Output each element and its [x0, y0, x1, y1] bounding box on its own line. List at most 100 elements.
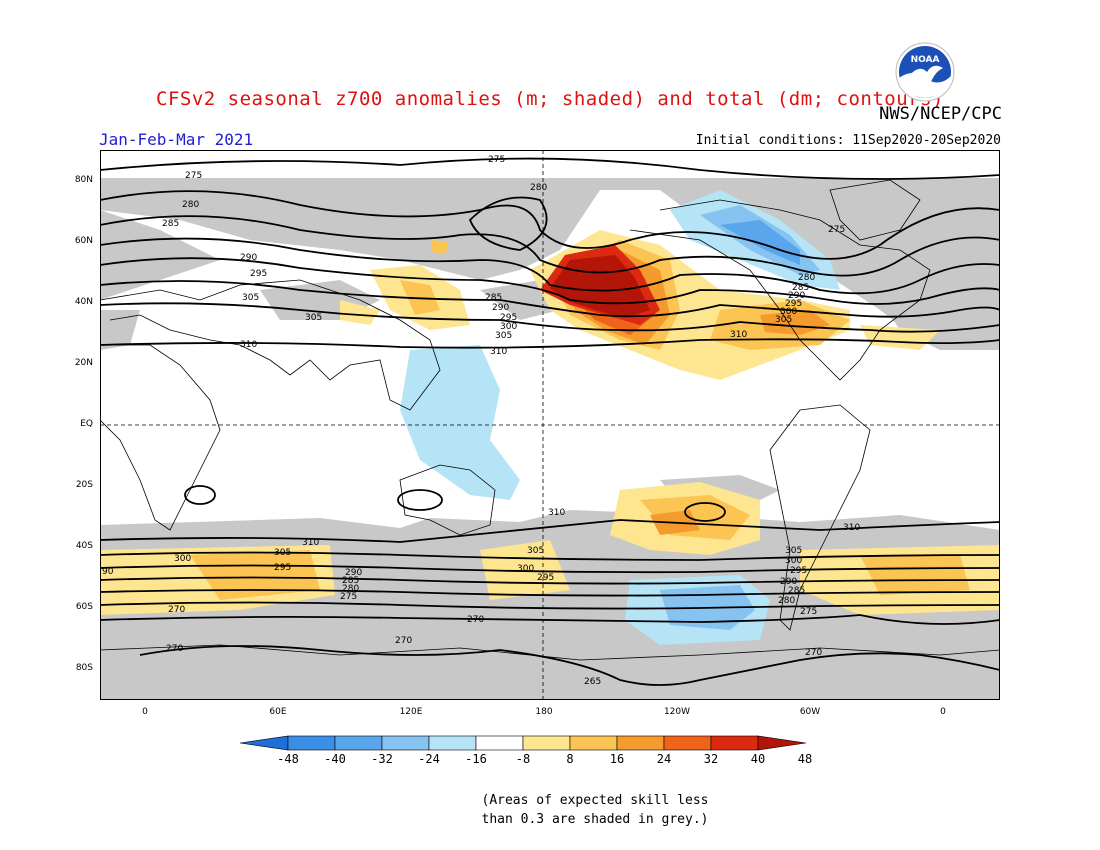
colorbar-tick-label: 32 — [703, 752, 719, 766]
lon-label-0: 0 — [142, 707, 148, 717]
contour-label: 285 — [485, 293, 502, 303]
lat-label-60s: 60S — [75, 602, 93, 612]
contour-label: 265 — [584, 677, 601, 687]
colorbar-box — [710, 735, 759, 751]
lat-label-80n: 80N — [74, 175, 93, 185]
contour-label: 295 — [785, 299, 802, 309]
lat-label-eq: EQ — [80, 419, 93, 429]
contour-label: 300 — [517, 564, 534, 574]
contour-label: 290 — [788, 291, 805, 301]
contour-label: 305 — [242, 293, 259, 303]
colorbar-box — [381, 735, 430, 751]
contour-label: 285 — [792, 283, 809, 293]
contour-label: 305 — [527, 546, 544, 556]
contour-label: 295 — [537, 573, 554, 583]
lat-label-40n: 40N — [74, 297, 93, 307]
colorbar-box — [569, 735, 618, 751]
contour-label: 305 — [775, 315, 792, 325]
lat-label-20s: 20S — [75, 480, 93, 490]
contour-label: 275 — [340, 592, 357, 602]
contour-label: 300 — [785, 556, 802, 566]
contour-label: 290 — [780, 577, 797, 587]
colorbar-box — [616, 735, 665, 751]
colorbar-tick-label: -40 — [324, 752, 346, 766]
contour-label: 310 — [490, 347, 507, 357]
contour-label: 270 — [467, 615, 484, 625]
lat-label-60n: 60N — [74, 236, 93, 246]
colorbar-tick-label: -48 — [277, 752, 299, 766]
contour-label: 270 — [395, 636, 412, 646]
colorbar-tick-label: -24 — [418, 752, 440, 766]
contour-label: 305 — [274, 548, 291, 558]
contour-label: 295 — [790, 566, 807, 576]
lon-label-0-east: 0 — [940, 707, 946, 717]
contour-label: 310 — [302, 538, 319, 548]
colorbar-arrow-right — [757, 735, 807, 751]
lat-label-40s: 40S — [75, 541, 93, 551]
anomaly-map: 275 275 280 280 285 290 295 305 305 310 … — [100, 150, 1000, 700]
total-height-contours — [100, 157, 1000, 686]
colorbar-tick-label: 16 — [609, 752, 625, 766]
contour-label: 300 — [174, 554, 191, 564]
colorbar-box — [287, 735, 336, 751]
contour-label: 280 — [182, 200, 199, 210]
contour-label: 295 — [250, 269, 267, 279]
agency-label: NWS/NCEP/CPC — [879, 104, 1002, 124]
contour-label: 285 — [788, 586, 805, 596]
contour-label: 290 — [240, 253, 257, 263]
colorbar-box — [475, 735, 524, 751]
noaa-logo: NOAA — [895, 42, 955, 102]
contour-label: 290 — [492, 303, 509, 313]
lon-label-60e: 60E — [269, 707, 287, 717]
footnote-line-2: than 0.3 are shaded in grey.) — [481, 812, 709, 827]
contour-label: 310 — [730, 330, 747, 340]
contour-label: 90 — [102, 567, 114, 577]
colorbar-tick-label: 8 — [566, 752, 574, 766]
lat-label-20n: 20N — [74, 358, 93, 368]
contour-label: 300 — [500, 322, 517, 332]
contour-label: 280 — [342, 584, 359, 594]
contour-label: 280 — [530, 183, 547, 193]
lon-label-180: 180 — [535, 707, 553, 717]
contour-value-labels: 275 275 280 280 285 290 295 305 305 310 … — [102, 155, 860, 687]
contour-label: 290 — [345, 568, 362, 578]
contour-label: 275 — [185, 171, 202, 181]
lon-label-60w: 60W — [799, 707, 821, 717]
contour-label: 270 — [166, 644, 183, 654]
colorbar-tick-label: -32 — [371, 752, 393, 766]
lon-label-120e: 120E — [399, 707, 423, 717]
contour-label: 310 — [548, 508, 565, 518]
map-border — [100, 150, 1000, 700]
colorbar-arrow-left — [239, 735, 289, 751]
colorbar-tick-label: 24 — [656, 752, 672, 766]
noaa-logo-text: NOAA — [911, 55, 940, 65]
season-label: Jan-Feb-Mar 2021 — [99, 130, 254, 149]
colorbar-tick-label: 40 — [750, 752, 766, 766]
contour-label: 280 — [778, 596, 795, 606]
colorbar-tick-label: -8 — [515, 752, 531, 766]
contour-label: 275 — [800, 607, 817, 617]
contour-label: 295 — [274, 563, 291, 573]
contour-label: 285 — [162, 219, 179, 229]
colorbar-tick-label: -16 — [465, 752, 487, 766]
contour-label: 270 — [168, 605, 185, 615]
colorbar-box — [522, 735, 571, 751]
lat-label-80s: 80S — [75, 663, 93, 673]
lon-label-120w: 120W — [663, 707, 691, 717]
colorbar-box — [428, 735, 477, 751]
contour-label: 300 — [780, 307, 797, 317]
colorbar-box — [663, 735, 712, 751]
colorbar-tick-label: 48 — [797, 752, 813, 766]
contour-label: 295 — [500, 313, 517, 323]
contour-label: 310 — [843, 523, 860, 533]
map-title: CFSv2 seasonal z700 anomalies (m; shaded… — [156, 88, 944, 110]
initial-conditions-label: Initial conditions: 11Sep2020-20Sep2020 — [695, 133, 1001, 148]
contour-label: 305 — [495, 331, 512, 341]
contour-label: 280 — [798, 273, 815, 283]
contour-label: 305 — [305, 313, 322, 323]
colorbar — [239, 735, 807, 751]
contour-label: 305 — [785, 546, 802, 556]
negative-anomalies — [400, 190, 840, 645]
contour-label: 275 — [828, 225, 845, 235]
contour-label: 270 — [805, 648, 822, 658]
